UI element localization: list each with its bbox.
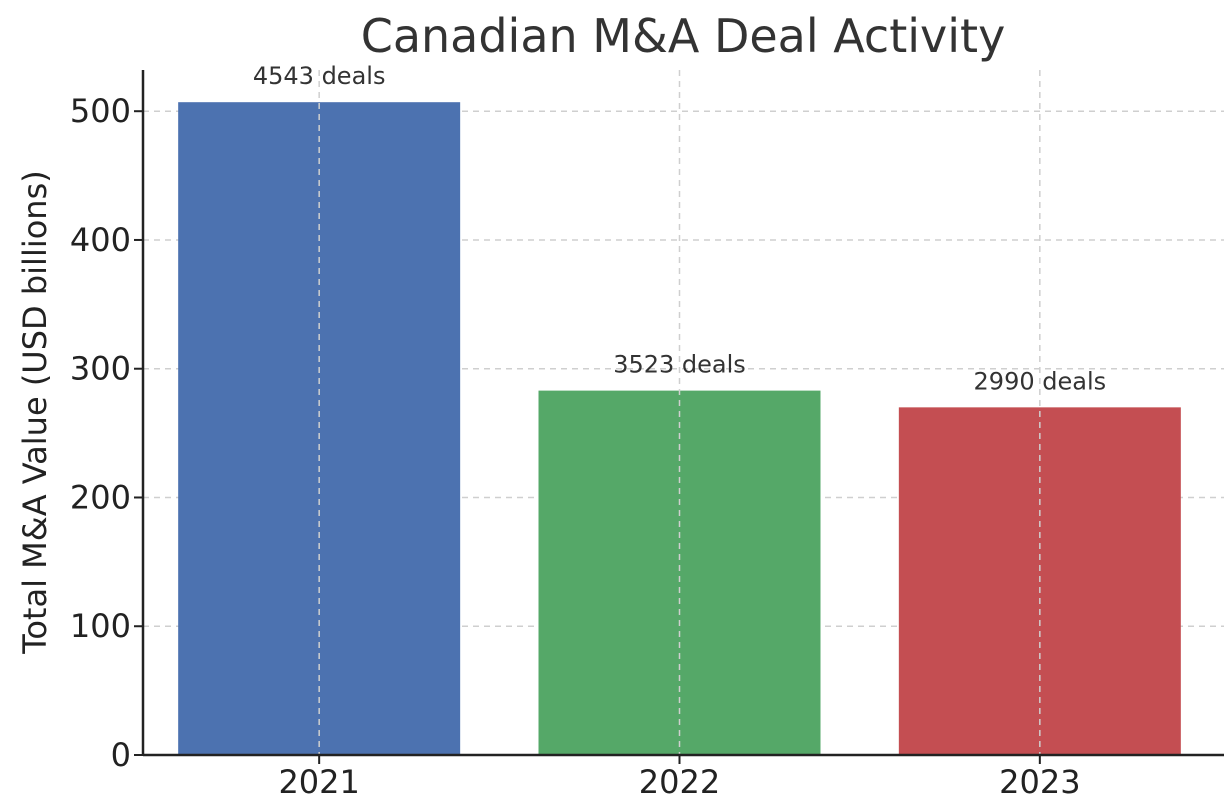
x-tick-label: 2021 <box>278 763 359 801</box>
labels: 0 100 200 300 400 500 4543 deals 2021 3523 deals… <box>70 62 1106 801</box>
x-tick-label: 2023 <box>999 763 1080 801</box>
y-tick-label: 500 <box>70 92 131 130</box>
y-axis-label: Total M&A Value (USD billions) <box>16 170 54 655</box>
vertical-grid <box>318 70 1041 755</box>
data-label-2021: 4543 deals <box>253 62 386 90</box>
axes <box>134 70 1224 764</box>
data-label-2022: 3523 deals <box>613 351 746 379</box>
y-tick-label: 400 <box>70 221 131 259</box>
y-tick-label: 0 <box>111 736 131 774</box>
chart-title: Canadian M&A Deal Activity <box>361 9 1006 63</box>
x-tick-label: 2022 <box>639 763 720 801</box>
y-tick-label: 200 <box>70 478 131 516</box>
y-tick-label: 100 <box>70 607 131 645</box>
bar-2022 <box>538 390 821 755</box>
y-tick-label: 300 <box>70 350 131 388</box>
data-label-2023: 2990 deals <box>974 367 1107 395</box>
